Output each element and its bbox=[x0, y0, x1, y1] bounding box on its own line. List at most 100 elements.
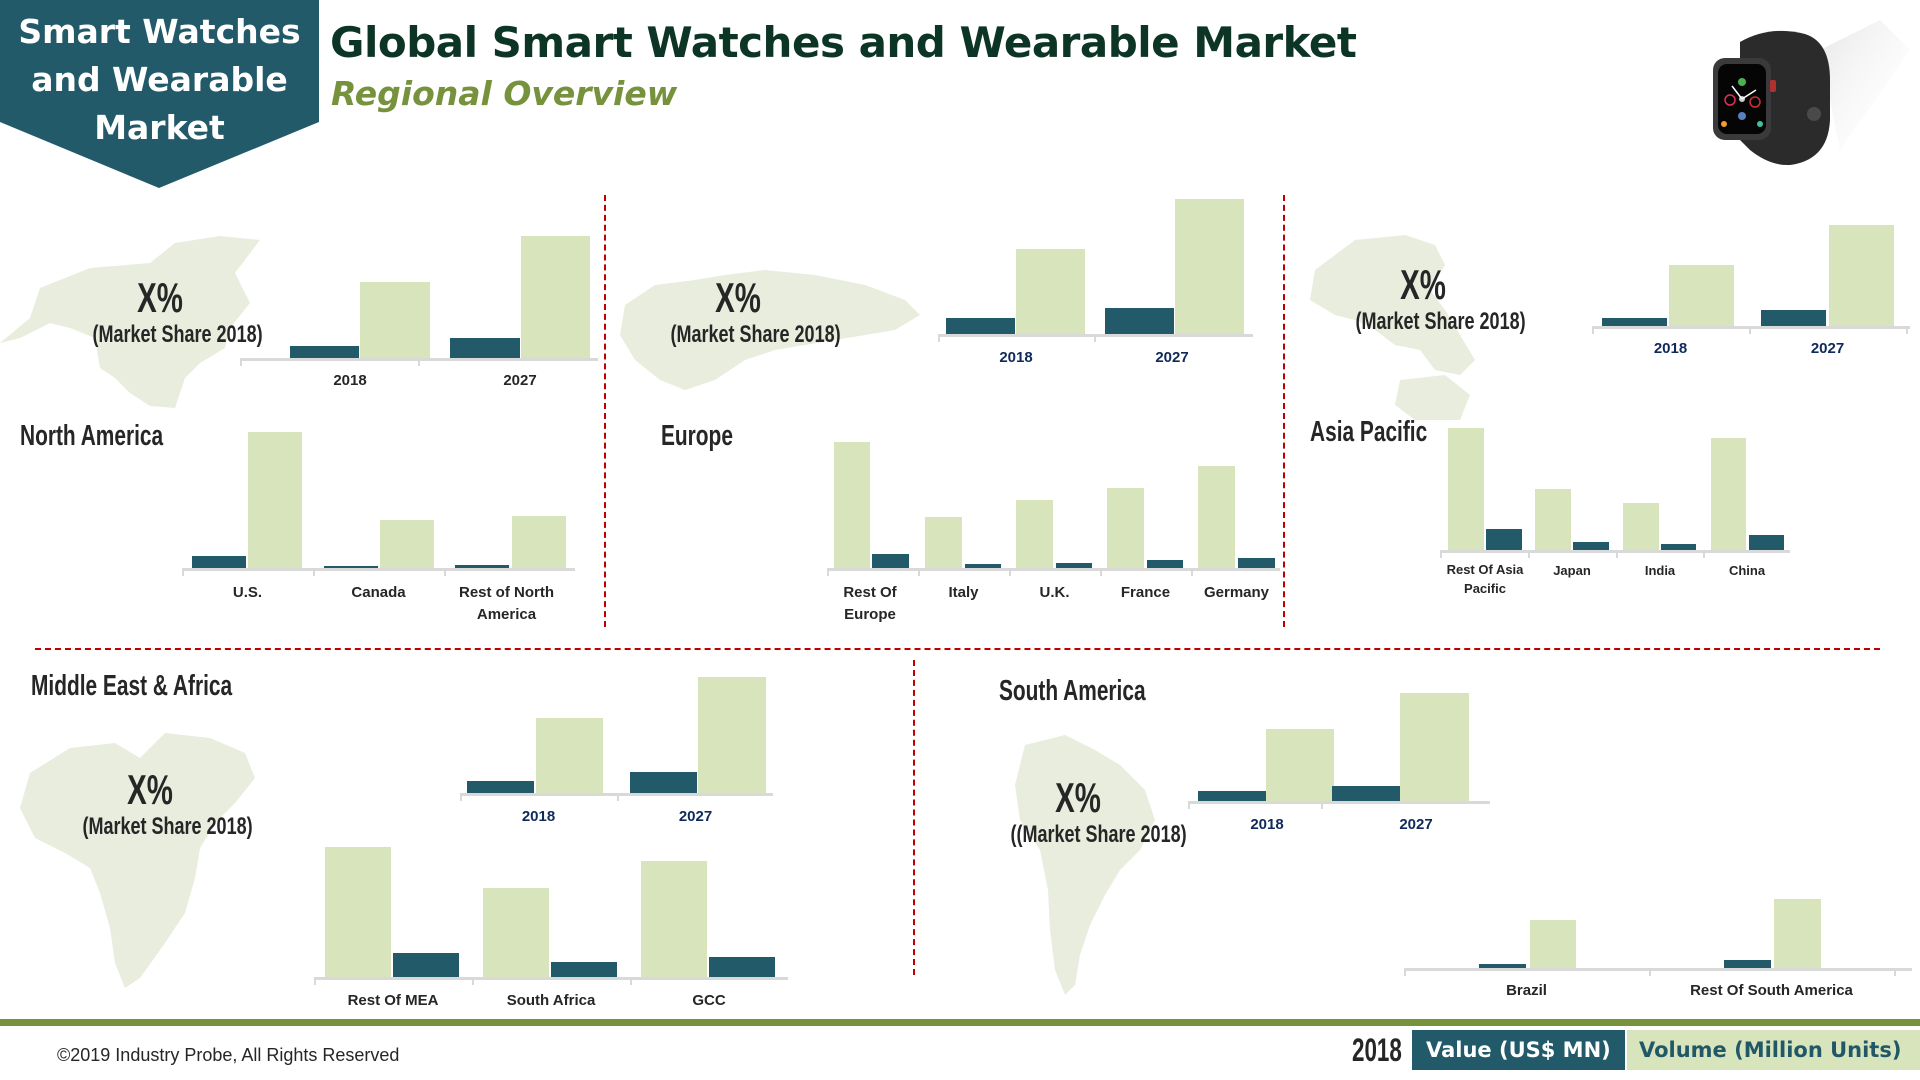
x-axis bbox=[1188, 801, 1490, 804]
bar-value-uk bbox=[1056, 563, 1092, 568]
bar-volume-gcc bbox=[641, 861, 707, 977]
bar-volume-rest-apac bbox=[1448, 428, 1484, 550]
asia-pacific-year-chart: 2018 2027 bbox=[1592, 220, 1910, 370]
x-label: U.S. bbox=[232, 584, 263, 601]
x-label: 2018 bbox=[333, 372, 367, 389]
copyright: ©2019 Industry Probe, All Rights Reserve… bbox=[57, 1045, 400, 1065]
share-percent: X% bbox=[127, 766, 173, 813]
bar-volume-france bbox=[1107, 488, 1144, 568]
bar-volume-rest-mea bbox=[325, 847, 391, 977]
x-axis bbox=[1440, 550, 1790, 553]
divider-horizontal bbox=[35, 648, 1880, 650]
x-axis bbox=[1592, 326, 1910, 329]
bar-value-2027 bbox=[450, 338, 520, 358]
share-percent: X% bbox=[1400, 261, 1446, 308]
x-label: Rest Of Asia Pacific bbox=[1446, 562, 1524, 596]
south-america-country-chart: Brazil Rest Of South America bbox=[1404, 880, 1912, 1010]
bar-volume-2018 bbox=[1266, 729, 1334, 801]
share-label: (Market Share 2018) bbox=[92, 321, 263, 348]
mea-share: X% (Market Share 2018) bbox=[60, 766, 253, 841]
bar-value-rest-sa bbox=[1724, 960, 1771, 968]
mea-year-chart: 2018 2027 bbox=[460, 670, 780, 830]
x-label: GCC bbox=[692, 992, 726, 1009]
x-label: Rest Of MEA bbox=[347, 992, 439, 1009]
bar-volume-2027 bbox=[698, 677, 766, 793]
region-title: Asia Pacific bbox=[1310, 416, 1428, 448]
legend-value: Value (US$ MN) bbox=[1412, 1030, 1625, 1070]
bar-volume-rest-sa bbox=[1774, 899, 1821, 968]
europe-year-chart: 2018 2027 bbox=[938, 195, 1253, 375]
x-label: 2018 bbox=[1653, 340, 1688, 357]
bar-volume-2027 bbox=[1175, 199, 1244, 334]
bar-value-2018 bbox=[467, 781, 534, 793]
bar-value-france bbox=[1147, 560, 1183, 568]
bar-volume-2018 bbox=[1016, 249, 1085, 334]
x-label: 2027 bbox=[503, 372, 537, 389]
bar-volume-brazil bbox=[1530, 920, 1576, 968]
x-label: Canada bbox=[351, 584, 406, 601]
share-percent: X% bbox=[715, 274, 761, 321]
share-percent: X% bbox=[137, 274, 183, 321]
footer-divider bbox=[0, 1019, 1920, 1026]
mea-country-chart: Rest Of MEA South Africa GCC bbox=[314, 840, 874, 1015]
bar-value-2018 bbox=[290, 346, 359, 358]
bar-volume-italy bbox=[925, 517, 962, 568]
x-label: 2018 bbox=[1250, 816, 1284, 833]
share-label: (Market Share 2018) bbox=[670, 321, 841, 348]
bar-value-rest-europe bbox=[872, 554, 909, 568]
page-subtitle: Regional Overview bbox=[331, 74, 678, 113]
region-title: South America bbox=[999, 675, 1146, 707]
banner-line-1: Smart Watches bbox=[18, 12, 301, 51]
asia-pacific-country-chart: Rest Of Asia Pacific Japan India China bbox=[1440, 425, 1870, 605]
x-label: Germany bbox=[1203, 584, 1270, 601]
bar-volume-canada bbox=[380, 520, 434, 568]
title-banner: Smart Watches and Wearable Market bbox=[0, 0, 319, 188]
page-title: Global Smart Watches and Wearable Market bbox=[330, 18, 1357, 67]
bar-value-india bbox=[1661, 544, 1696, 550]
europe-share: X% (Market Share 2018) bbox=[648, 274, 841, 349]
divider-na-europe bbox=[604, 195, 606, 627]
x-label: 2027 bbox=[1155, 349, 1189, 366]
bar-value-japan bbox=[1573, 542, 1609, 550]
europe-country-chart: Rest Of Europe Italy U.K. France Germany bbox=[827, 430, 1280, 630]
smartwatch-image bbox=[1680, 20, 1920, 170]
x-label: Rest Of Europe bbox=[843, 584, 897, 623]
x-axis bbox=[182, 568, 575, 571]
bar-volume-rest-na bbox=[512, 516, 566, 568]
x-label: Brazil bbox=[1506, 982, 1547, 999]
asia-pacific-share: X% (Market Share 2018) bbox=[1333, 261, 1526, 336]
europe-map-icon bbox=[615, 250, 920, 395]
bar-value-germany bbox=[1238, 558, 1275, 568]
bar-volume-south-africa bbox=[483, 888, 549, 977]
banner-line-2: and Wearable bbox=[31, 60, 288, 99]
bar-volume-germany bbox=[1198, 466, 1235, 568]
x-label: France bbox=[1120, 584, 1171, 601]
banner-text: Smart Watches and Wearable Market bbox=[0, 8, 319, 152]
x-axis bbox=[827, 568, 1280, 571]
x-label: Rest Of South America bbox=[1690, 982, 1853, 999]
asia-pacific-map-icon bbox=[1295, 220, 1535, 420]
bar-value-2027 bbox=[630, 772, 697, 793]
region-title: North America bbox=[20, 420, 164, 452]
share-label: ((Market Share 2018) bbox=[1010, 821, 1187, 848]
x-label: South Africa bbox=[506, 992, 596, 1009]
bar-value-gcc bbox=[709, 957, 775, 977]
x-label: 2018 bbox=[521, 808, 556, 825]
bar-value-2018 bbox=[1602, 318, 1667, 326]
bar-volume-2018 bbox=[536, 718, 603, 793]
bar-volume-japan bbox=[1535, 489, 1571, 550]
divider-europe-apac bbox=[1283, 195, 1285, 627]
banner-line-3: Market bbox=[94, 108, 225, 147]
bar-value-italy bbox=[965, 564, 1001, 568]
bar-volume-rest-europe bbox=[834, 442, 870, 568]
bar-value-canada bbox=[324, 566, 378, 568]
x-label: U.K. bbox=[1039, 584, 1070, 601]
bar-value-2018 bbox=[1198, 791, 1266, 801]
bar-volume-2018 bbox=[360, 282, 430, 358]
x-label: China bbox=[1728, 563, 1766, 578]
x-label: Rest of North America bbox=[459, 584, 554, 623]
x-axis bbox=[314, 977, 788, 980]
south-america-map-icon bbox=[1010, 730, 1160, 995]
legend-volume: Volume (Million Units) bbox=[1627, 1030, 1920, 1070]
bar-volume-2027 bbox=[1829, 225, 1894, 326]
